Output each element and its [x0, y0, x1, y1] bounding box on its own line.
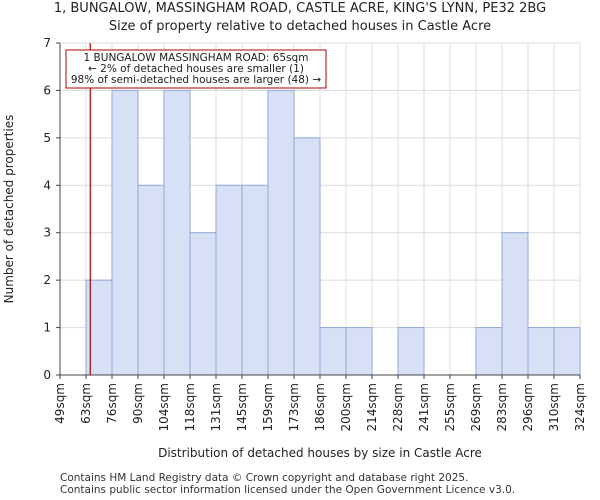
annotation-box: 1 BUNGALOW MASSINGHAM ROAD: 65sqm ← 2% o… [65, 49, 327, 89]
annotation-line-2: ← 2% of detached houses are smaller (1) [88, 63, 304, 75]
histogram-bar [189, 232, 217, 376]
y-tick-label: 1 [43, 321, 51, 335]
x-tick-label: 159sqm [261, 383, 275, 431]
x-tick-label: 214sqm [365, 383, 379, 431]
y-tick-label: 4 [43, 178, 51, 192]
x-axis-label: Distribution of detached houses by size … [158, 446, 482, 460]
x-tick-label: 145sqm [235, 383, 249, 431]
x-tick-label: 173sqm [287, 383, 301, 431]
x-tick-label: 324sqm [573, 383, 587, 431]
histogram-bar [215, 184, 243, 376]
x-tick-label: 186sqm [313, 383, 327, 431]
histogram-bar [137, 184, 165, 376]
histogram-bar [111, 89, 139, 376]
histogram-bar [553, 327, 581, 376]
x-tick-label: 296sqm [521, 383, 535, 431]
x-tick-label: 104sqm [157, 383, 171, 431]
histogram-bar [293, 137, 321, 376]
histogram-bar [241, 184, 269, 376]
x-tick-label: 49sqm [53, 383, 67, 424]
x-tick-label: 63sqm [79, 383, 93, 424]
x-tick-label: 131sqm [209, 383, 223, 431]
histogram-bar [267, 89, 295, 376]
x-tick-label: 90sqm [131, 383, 145, 424]
x-tick-label: 310sqm [547, 383, 561, 431]
y-axis-label: Number of detached properties [2, 115, 16, 304]
x-tick-label: 118sqm [183, 383, 197, 431]
y-tick-label: 2 [43, 273, 51, 287]
chart-title: 1, BUNGALOW, MASSINGHAM ROAD, CASTLE ACR… [53, 1, 547, 16]
histogram-bar [397, 327, 425, 376]
y-tick-label: 6 [43, 83, 51, 97]
x-tick-label: 255sqm [443, 383, 457, 431]
footer-line-2: Contains public sector information licen… [60, 484, 516, 496]
x-tick-label: 283sqm [495, 383, 509, 431]
histogram-bar [475, 327, 503, 376]
annotation-line-3: 98% of semi-detached houses are larger (… [71, 74, 322, 86]
x-tick-label: 200sqm [339, 383, 353, 431]
chart-subtitle: Size of property relative to detached ho… [108, 19, 492, 34]
histogram-bar [501, 232, 529, 376]
y-tick-label: 3 [43, 226, 51, 240]
annotation-line-1: 1 BUNGALOW MASSINGHAM ROAD: 65sqm [84, 52, 309, 64]
x-tick-label: 76sqm [105, 383, 119, 424]
histogram-bar [527, 327, 555, 376]
x-tick-label: 269sqm [469, 383, 483, 431]
y-tick-label: 0 [43, 368, 51, 382]
y-tick-label: 7 [43, 36, 51, 50]
histogram-bar [163, 89, 191, 376]
y-tick-label: 5 [43, 131, 51, 145]
histogram-bar [319, 327, 347, 376]
x-tick-label: 228sqm [391, 383, 405, 431]
histogram-bar [345, 327, 373, 376]
footer-line-1: Contains HM Land Registry data © Crown c… [60, 472, 469, 484]
x-tick-label: 241sqm [417, 383, 431, 431]
